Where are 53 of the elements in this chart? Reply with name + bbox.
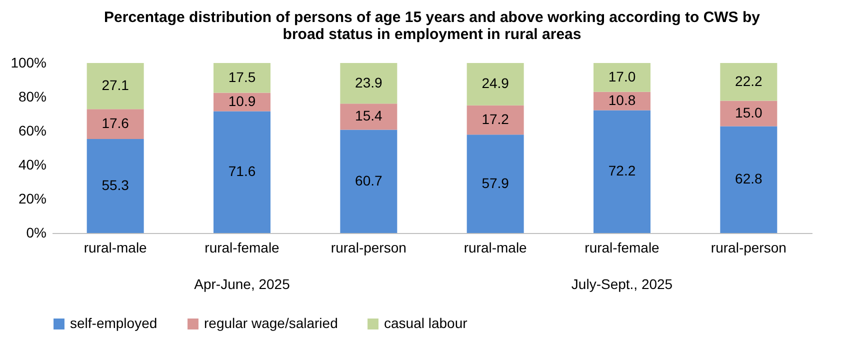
y-tick-label: 100% xyxy=(10,54,46,70)
legend-label: self-employed xyxy=(70,315,158,331)
data-label: 24.9 xyxy=(482,75,510,92)
data-label: 72.2 xyxy=(608,162,636,179)
bar xyxy=(594,110,650,233)
data-label: 22.2 xyxy=(735,72,763,89)
bar xyxy=(466,134,524,233)
data-label: 10.8 xyxy=(608,92,636,108)
y-tick-label: 20% xyxy=(18,190,46,206)
chart-title: Percentage distribution of persons of age 15 years and above working according to CWS by broad status in employment in rural areas xyxy=(104,9,761,43)
legend-label: casual labour xyxy=(384,315,468,331)
x-tick-label: rural-person xyxy=(330,240,406,256)
data-label: 60.7 xyxy=(355,172,383,188)
data-label: 10.9 xyxy=(228,93,256,110)
bar xyxy=(466,63,524,106)
legend-label: regular wage/salaried xyxy=(204,315,338,331)
y-tick-label: 40% xyxy=(18,156,46,172)
data-label: 17.2 xyxy=(482,110,510,127)
x-tick-label: rural-male xyxy=(84,240,148,256)
bar xyxy=(86,63,144,110)
y-tick-label: 60% xyxy=(18,122,46,138)
y-tick-label: 80% xyxy=(18,88,46,104)
text: Apr-June, 2025 xyxy=(194,276,290,292)
bar xyxy=(720,63,778,101)
data-label: 55.3 xyxy=(102,176,130,193)
bar xyxy=(594,63,650,92)
data-label: 17.6 xyxy=(102,115,130,132)
data-label: 15.4 xyxy=(355,108,383,124)
data-label: 57.9 xyxy=(482,174,510,191)
bar xyxy=(340,104,398,130)
y-tick-label: 0% xyxy=(26,224,46,240)
data-label: 17.5 xyxy=(228,68,256,85)
bar xyxy=(466,105,524,135)
bar xyxy=(340,130,398,233)
bar xyxy=(214,63,270,93)
bar xyxy=(720,126,778,233)
data-label: 15.0 xyxy=(735,104,763,120)
x-tick-label: rural-person xyxy=(710,240,786,256)
bar xyxy=(594,92,650,110)
x-tick-label: rural-female xyxy=(584,240,660,256)
bar xyxy=(340,63,398,104)
bar xyxy=(720,100,778,126)
bar xyxy=(86,109,144,139)
text: July-Sept., 2025 xyxy=(571,276,673,292)
bar xyxy=(214,111,270,233)
data-label: 17.0 xyxy=(608,68,636,84)
data-label: 27.1 xyxy=(102,77,130,94)
bar xyxy=(86,138,144,233)
data-label: 23.9 xyxy=(355,74,383,90)
data-label: 62.8 xyxy=(735,170,763,187)
data-label: 71.6 xyxy=(228,163,256,180)
x-tick-label: rural-female xyxy=(204,240,280,256)
x-tick-label: rural-male xyxy=(464,240,528,256)
